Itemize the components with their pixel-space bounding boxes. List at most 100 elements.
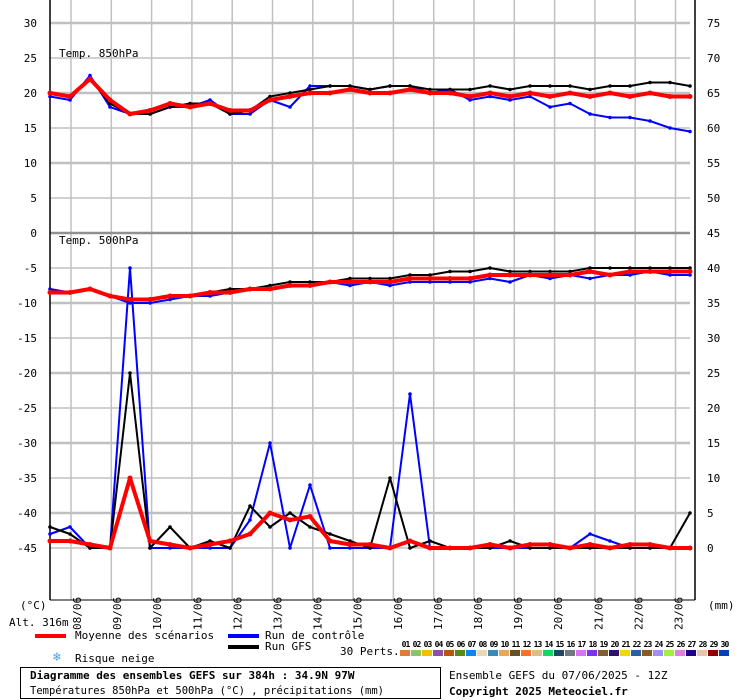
right-tick-label: 45	[707, 227, 720, 240]
data-point	[207, 290, 213, 295]
data-point	[488, 266, 492, 270]
data-point	[227, 108, 233, 113]
data-point	[428, 280, 432, 284]
data-point	[347, 279, 353, 285]
member-swatch	[719, 650, 729, 656]
data-point	[548, 269, 552, 274]
data-point	[408, 280, 412, 284]
data-point	[448, 87, 452, 92]
data-point	[567, 545, 573, 551]
data-point	[588, 276, 592, 281]
data-point	[567, 90, 573, 96]
data-point	[347, 87, 353, 92]
data-point	[668, 80, 672, 85]
data-point	[428, 87, 432, 92]
data-point	[147, 108, 153, 113]
data-point	[207, 542, 213, 547]
data-point	[288, 280, 292, 284]
x-tick-label: 23/06	[673, 597, 686, 630]
data-point	[447, 276, 453, 281]
data-point	[407, 87, 413, 92]
data-point	[268, 94, 272, 99]
series-line-t850	[49, 77, 690, 116]
left-tick-label: 10	[24, 157, 37, 170]
data-point	[67, 94, 73, 99]
data-point	[427, 90, 433, 96]
data-point	[47, 538, 53, 544]
x-tick-label: 09/06	[111, 597, 124, 630]
data-point	[288, 105, 292, 109]
data-point	[547, 94, 553, 99]
data-point	[447, 90, 453, 96]
legend-snow-label: Risque neige	[75, 652, 155, 665]
data-point	[47, 90, 53, 96]
x-tick-label: 08/06	[71, 597, 84, 630]
data-point	[588, 87, 592, 92]
left-tick-label: -40	[17, 507, 37, 520]
right-tick-label: 10	[707, 472, 720, 485]
left-tick-label: 0	[30, 227, 37, 240]
data-point	[367, 279, 373, 285]
chart-subtitle: Températures 850hPa et 500hPa (°C) , pré…	[30, 685, 385, 697]
data-point	[268, 525, 272, 529]
member-swatch	[609, 650, 619, 656]
title-box	[20, 667, 441, 699]
member-swatch	[664, 650, 674, 656]
data-point	[88, 73, 92, 78]
data-point	[228, 287, 232, 291]
member-number: 03	[423, 640, 433, 649]
data-point	[48, 287, 52, 291]
data-point	[628, 546, 632, 550]
data-point	[627, 94, 633, 99]
data-point	[647, 542, 653, 547]
data-point	[627, 269, 633, 274]
data-point	[588, 546, 592, 550]
series-line-precip_mm	[49, 372, 691, 549]
member-number: 08	[478, 640, 488, 649]
member-number: 02	[412, 640, 422, 649]
left-tick-label: -20	[17, 367, 37, 380]
series-line-t850	[49, 74, 691, 133]
member-number: 05	[445, 640, 455, 649]
data-point	[307, 514, 313, 519]
data-point	[687, 94, 693, 99]
data-point	[287, 283, 293, 288]
data-point	[628, 115, 632, 120]
right-tick-label: 50	[707, 192, 720, 205]
data-point	[87, 286, 93, 292]
data-point	[648, 119, 652, 123]
data-point	[528, 269, 532, 274]
data-point	[268, 283, 272, 288]
data-point	[688, 129, 692, 134]
data-point	[208, 98, 212, 102]
data-point	[208, 539, 212, 543]
data-point	[508, 98, 512, 102]
member-swatch	[532, 650, 542, 656]
data-point	[608, 266, 612, 270]
data-point	[608, 115, 612, 120]
data-point	[208, 294, 212, 298]
data-point	[588, 112, 592, 116]
data-point	[627, 542, 633, 547]
data-point	[167, 101, 173, 106]
data-point	[248, 518, 252, 522]
data-point	[648, 80, 652, 85]
data-point	[588, 532, 592, 536]
data-point	[348, 546, 352, 550]
data-point	[308, 483, 312, 487]
x-tick-label: 16/06	[392, 597, 405, 630]
data-point	[307, 283, 313, 288]
member-swatch	[576, 650, 586, 656]
left-tick-label: -35	[17, 472, 37, 485]
member-number: 27	[687, 640, 697, 649]
data-point	[648, 546, 652, 550]
left-tick-label: -45	[17, 542, 37, 555]
member-swatch	[686, 650, 696, 656]
member-number: 09	[489, 640, 499, 649]
x-tick-label: 19/06	[512, 597, 525, 630]
data-point	[87, 76, 93, 82]
data-point	[47, 290, 53, 295]
x-tick-label: 18/06	[472, 597, 485, 630]
data-point	[508, 280, 512, 284]
right-tick-label: 60	[707, 122, 720, 135]
